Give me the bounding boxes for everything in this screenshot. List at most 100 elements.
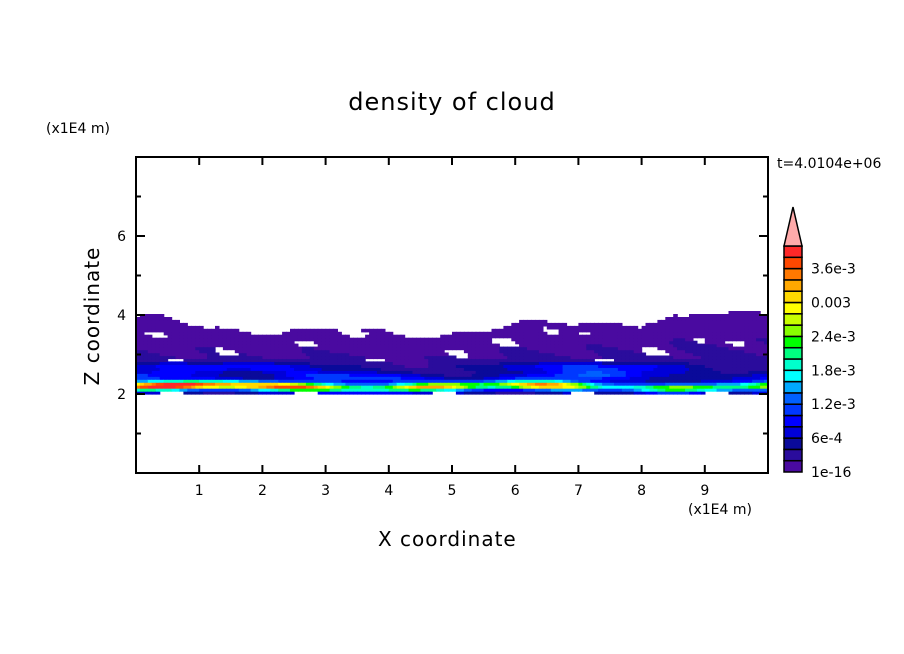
contour-cell: [155, 314, 161, 318]
contour-cell: [621, 376, 627, 380]
contour-cell: [278, 382, 283, 386]
contour-cell: [384, 358, 390, 362]
contour-cell: [313, 361, 319, 365]
contour-cell: [373, 391, 378, 395]
contour-cell: [527, 370, 532, 374]
contour-cell: [238, 370, 244, 374]
contour-cell: [274, 373, 279, 377]
contour-cell: [353, 388, 358, 392]
contour-cell: [748, 373, 753, 377]
contour-cell: [159, 322, 165, 327]
contour-cell: [222, 391, 228, 395]
contour-cell: [740, 364, 745, 368]
contour-cell: [752, 311, 757, 315]
contour-cell: [384, 346, 390, 351]
contour-cell: [720, 317, 726, 321]
contour-cell: [499, 391, 504, 395]
contour-cell: [218, 391, 224, 395]
contour-cell: [274, 376, 279, 380]
contour-cell: [333, 361, 338, 365]
contour-cell: [756, 391, 761, 395]
contour-cell: [408, 337, 414, 342]
contour-cell: [523, 340, 528, 345]
contour-cell: [546, 343, 552, 348]
contour-cell: [440, 373, 445, 377]
contour-cell: [262, 334, 267, 339]
contour-cell: [369, 361, 374, 365]
colorbar-swatch: [783, 380, 803, 394]
contour-cell: [159, 382, 165, 386]
contour-cell: [712, 349, 718, 354]
contour-cell: [329, 370, 335, 374]
contour-cell: [566, 346, 572, 351]
contour-cell: [143, 352, 149, 357]
contour-cell: [151, 370, 157, 374]
contour-cell: [590, 379, 595, 383]
contour-cell: [159, 352, 165, 357]
contour-cell: [369, 364, 374, 368]
contour-cell: [558, 343, 564, 348]
contour-cell: [535, 385, 540, 389]
contour-cell: [614, 376, 619, 380]
contour-cell: [665, 358, 670, 362]
contour-cell: [246, 367, 252, 371]
contour-cell: [341, 367, 346, 371]
contour-cell: [191, 385, 196, 389]
contour-cell: [665, 379, 670, 383]
contour-cell: [396, 376, 402, 380]
contour-cell: [238, 334, 244, 339]
contour-cell: [404, 376, 410, 380]
contour-cell: [416, 346, 421, 351]
contour-cell: [515, 322, 520, 327]
contour-cell: [495, 376, 500, 380]
contour-cell: [400, 379, 406, 383]
contour-cell: [191, 328, 196, 333]
contour-cell: [621, 355, 627, 360]
contour-cell: [582, 373, 587, 377]
contour-cell: [744, 358, 749, 362]
contour-cell: [297, 355, 303, 360]
contour-cell: [728, 364, 733, 368]
contour-cell: [724, 352, 730, 357]
contour-cell: [400, 355, 406, 360]
contour-cell: [211, 358, 216, 362]
contour-cell: [373, 328, 378, 333]
contour-cell: [238, 346, 244, 351]
contour-cell: [246, 349, 252, 354]
contour-cell: [341, 340, 346, 345]
contour-cell: [376, 373, 382, 377]
contour-cell: [696, 355, 702, 360]
contour-cell: [669, 331, 674, 336]
contour-cell: [546, 325, 552, 330]
contour-cell: [341, 376, 346, 380]
contour-cell: [286, 355, 291, 360]
contour-cell: [167, 346, 173, 351]
contour-cell: [744, 314, 749, 318]
contour-cell: [491, 382, 496, 386]
contour-cell: [479, 388, 485, 392]
contour-cell: [700, 388, 706, 392]
contour-cell: [258, 337, 263, 342]
contour-cell: [234, 373, 240, 377]
contour-cell: [305, 385, 311, 389]
contour-cell: [546, 376, 552, 380]
contour-cell: [610, 367, 615, 371]
contour-cell: [199, 373, 204, 377]
contour-cell: [760, 382, 765, 386]
contour-cell: [305, 367, 311, 371]
contour-cell: [459, 373, 465, 377]
contour-cell: [266, 364, 271, 368]
contour-cell: [163, 367, 169, 371]
contour-cell: [424, 367, 429, 371]
contour-cell: [685, 346, 690, 351]
contour-cell: [305, 337, 311, 342]
contour-cell: [570, 382, 576, 386]
contour-cell: [732, 331, 737, 336]
contour-cell: [246, 379, 252, 383]
contour-cell: [325, 331, 331, 336]
contour-cell: [657, 334, 662, 339]
contour-cell: [234, 379, 240, 383]
contour-cell: [278, 367, 283, 371]
contour-cell: [416, 343, 421, 348]
contour-cell: [301, 355, 307, 360]
